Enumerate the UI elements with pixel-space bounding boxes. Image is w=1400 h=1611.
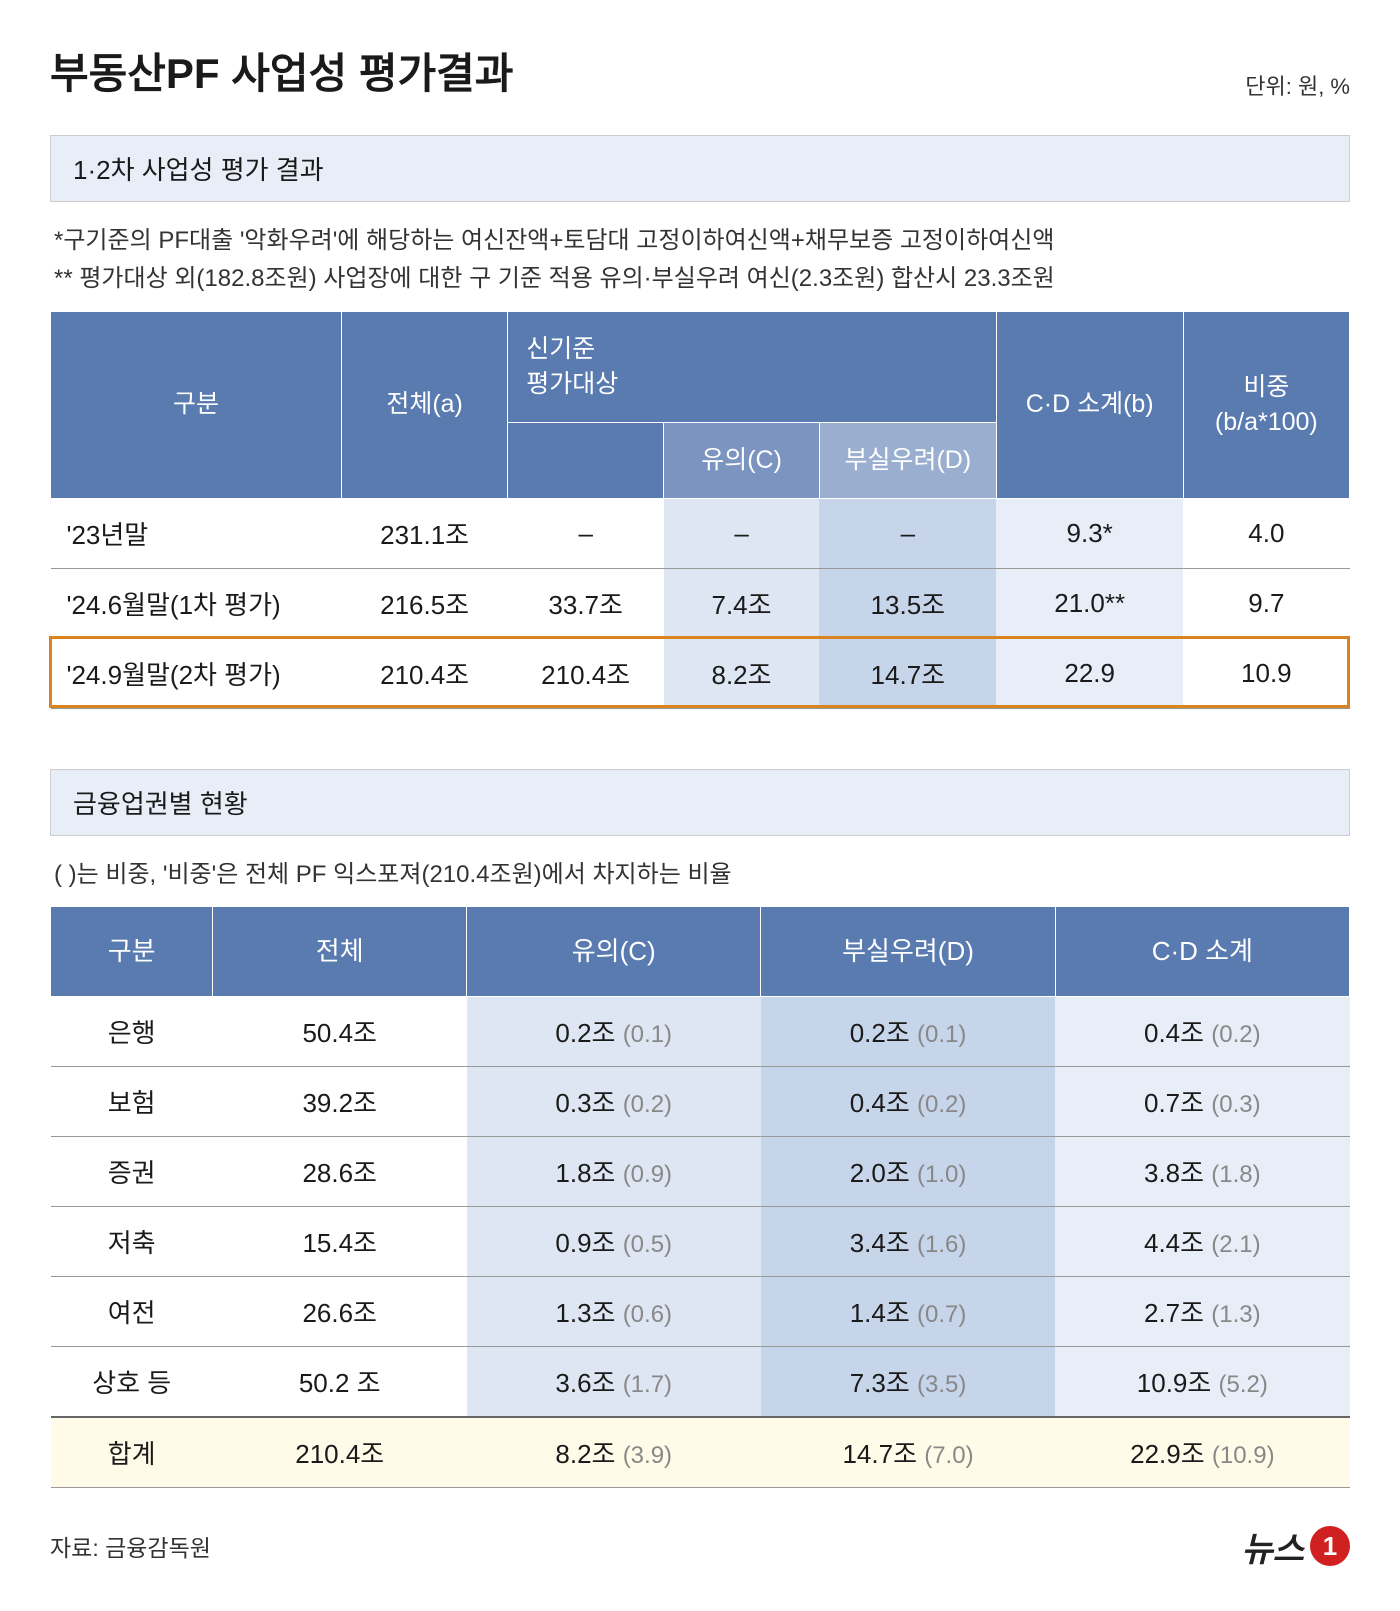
table-cell: 4.0	[1183, 498, 1349, 568]
table-cell: 210.4조	[213, 1417, 467, 1488]
table-header: 신기준평가대상	[508, 311, 996, 422]
table-row: 증권28.6조1.8조 (0.9)2.0조 (1.0)3.8조 (1.8)	[51, 1136, 1350, 1206]
table-cell: 22.9조 (10.9)	[1055, 1417, 1349, 1488]
table-cell: 210.4조	[508, 638, 664, 708]
source-label: 자료: 금융감독원	[50, 1529, 211, 1563]
section1-header: 1·2차 사업성 평가 결과	[50, 135, 1350, 202]
table-header: C·D 소계	[1055, 907, 1349, 996]
table-cell: 8.2조	[664, 638, 820, 708]
table-cell: 합계	[51, 1417, 213, 1488]
table-header: 유의(C)	[664, 422, 820, 498]
table-cell: 28.6조	[213, 1136, 467, 1206]
table-cell: 1.4조 (0.7)	[761, 1276, 1055, 1346]
table-cell: 증권	[51, 1136, 213, 1206]
table-cell: 15.4조	[213, 1206, 467, 1276]
table-row: '24.9월말(2차 평가)210.4조210.4조8.2조14.7조22.91…	[51, 638, 1350, 708]
table-cell: 저축	[51, 1206, 213, 1276]
table-cell: 50.4조	[213, 996, 467, 1066]
table-cell: 10.9조 (5.2)	[1055, 1346, 1349, 1417]
table-row: '24.6월말(1차 평가)216.5조33.7조7.4조13.5조21.0**…	[51, 568, 1350, 638]
table-cell: 2.0조 (1.0)	[761, 1136, 1055, 1206]
section2-note: ( )는 비중, '비중'은 전체 PF 익스포져(210.4조원)에서 차지하…	[50, 836, 1350, 906]
table1-wrap: 구분전체(a)신기준평가대상C·D 소계(b)비중(b/a*100) 유의(C)부…	[50, 311, 1350, 709]
table-cell: 0.3조 (0.2)	[467, 1066, 761, 1136]
table-cell: –	[819, 498, 996, 568]
table-cell: 210.4조	[341, 638, 507, 708]
table-cell: 0.7조 (0.3)	[1055, 1066, 1349, 1136]
table-row: 여전26.6조1.3조 (0.6)1.4조 (0.7)2.7조 (1.3)	[51, 1276, 1350, 1346]
table-cell: 14.7조	[819, 638, 996, 708]
title-text: 부동산PF 사업성 평가결과	[50, 40, 513, 101]
table-header: 전체	[213, 907, 467, 996]
table-cell: 0.4조 (0.2)	[1055, 996, 1349, 1066]
table-header: C·D 소계(b)	[996, 311, 1183, 498]
table-header: 구분	[51, 311, 342, 498]
table-cell: 8.2조 (3.9)	[467, 1417, 761, 1488]
table-header: 유의(C)	[467, 907, 761, 996]
footer: 자료: 금융감독원 뉴스 1	[50, 1522, 1350, 1571]
page-title: 부동산PF 사업성 평가결과 단위: 원, %	[50, 40, 1350, 101]
table-cell: 216.5조	[341, 568, 507, 638]
table-row: 은행50.4조0.2조 (0.1)0.2조 (0.1)0.4조 (0.2)	[51, 996, 1350, 1066]
table-cell: 22.9	[996, 638, 1183, 708]
table-cell: 0.2조 (0.1)	[761, 996, 1055, 1066]
logo-text: 뉴스	[1241, 1522, 1304, 1571]
logo-circle: 1	[1310, 1526, 1350, 1566]
table-row: '23년말231.1조–––9.3*4.0	[51, 498, 1350, 568]
news-logo: 뉴스 1	[1241, 1522, 1350, 1571]
table-cell: '24.6월말(1차 평가)	[51, 568, 342, 638]
table-header: 비중(b/a*100)	[1183, 311, 1349, 498]
table-cell: –	[664, 498, 820, 568]
table-cell: 4.4조 (2.1)	[1055, 1206, 1349, 1276]
table-cell: 1.3조 (0.6)	[467, 1276, 761, 1346]
table-cell: 상호 등	[51, 1346, 213, 1417]
table-cell: 26.6조	[213, 1276, 467, 1346]
table-header: 부실우려(D)	[819, 422, 996, 498]
note-line-1: *구기준의 PF대출 '악화우려'에 해당하는 여신잔액+토담대 고정이하여신액…	[54, 222, 1346, 260]
table-cell: 13.5조	[819, 568, 996, 638]
table-row: 저축15.4조0.9조 (0.5)3.4조 (1.6)4.4조 (2.1)	[51, 1206, 1350, 1276]
section1-notes: *구기준의 PF대출 '악화우려'에 해당하는 여신잔액+토담대 고정이하여신액…	[50, 202, 1350, 311]
evaluation-table: 구분전체(a)신기준평가대상C·D 소계(b)비중(b/a*100) 유의(C)부…	[50, 311, 1350, 709]
table-cell: 3.8조 (1.8)	[1055, 1136, 1349, 1206]
table-cell: '23년말	[51, 498, 342, 568]
sector-table: 구분전체유의(C)부실우려(D)C·D 소계 은행50.4조0.2조 (0.1)…	[50, 906, 1350, 1487]
table-cell: 231.1조	[341, 498, 507, 568]
table-cell: 보험	[51, 1066, 213, 1136]
table-header: 부실우려(D)	[761, 907, 1055, 996]
total-row: 합계210.4조8.2조 (3.9)14.7조 (7.0)22.9조 (10.9…	[51, 1417, 1350, 1488]
table-cell: 9.3*	[996, 498, 1183, 568]
table-header: 전체(a)	[341, 311, 507, 498]
table-cell: 1.8조 (0.9)	[467, 1136, 761, 1206]
table-row: 보험39.2조0.3조 (0.2)0.4조 (0.2)0.7조 (0.3)	[51, 1066, 1350, 1136]
table-cell: 50.2 조	[213, 1346, 467, 1417]
table-cell: 21.0**	[996, 568, 1183, 638]
table-cell: 33.7조	[508, 568, 664, 638]
table-cell: 9.7	[1183, 568, 1349, 638]
table-cell: 3.6조 (1.7)	[467, 1346, 761, 1417]
table-cell: 39.2조	[213, 1066, 467, 1136]
note-line-2: ** 평가대상 외(182.8조원) 사업장에 대한 구 기준 적용 유의·부실…	[54, 260, 1346, 298]
table-cell: 14.7조 (7.0)	[761, 1417, 1055, 1488]
table-cell: 0.4조 (0.2)	[761, 1066, 1055, 1136]
table-cell: '24.9월말(2차 평가)	[51, 638, 342, 708]
table-cell: 7.3조 (3.5)	[761, 1346, 1055, 1417]
table-cell: 7.4조	[664, 568, 820, 638]
table-cell: 2.7조 (1.3)	[1055, 1276, 1349, 1346]
table-cell: 10.9	[1183, 638, 1349, 708]
table-header: 구분	[51, 907, 213, 996]
unit-label: 단위: 원, %	[1245, 69, 1350, 101]
table-cell: 은행	[51, 996, 213, 1066]
table-cell: 여전	[51, 1276, 213, 1346]
table-cell: 3.4조 (1.6)	[761, 1206, 1055, 1276]
section2-header: 금융업권별 현황	[50, 769, 1350, 836]
table-cell: 0.2조 (0.1)	[467, 996, 761, 1066]
table-row: 상호 등50.2 조3.6조 (1.7)7.3조 (3.5)10.9조 (5.2…	[51, 1346, 1350, 1417]
table-cell: –	[508, 498, 664, 568]
table-cell: 0.9조 (0.5)	[467, 1206, 761, 1276]
table-header	[508, 422, 664, 498]
